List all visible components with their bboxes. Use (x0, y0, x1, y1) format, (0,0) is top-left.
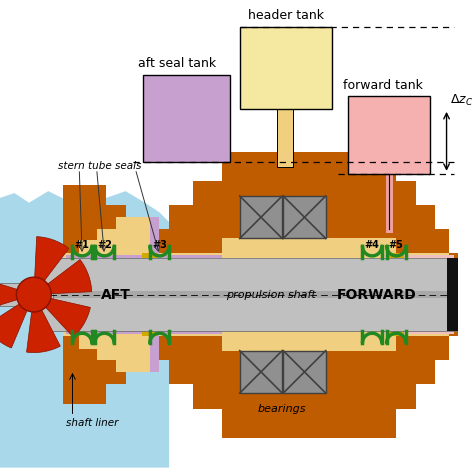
Bar (143, 75, 230, 162)
Text: forward tank: forward tank (343, 79, 423, 91)
Bar (39, 258, 458, 331)
Bar (240, 27, 331, 109)
Polygon shape (150, 152, 449, 258)
Bar (39, 291, 458, 299)
Polygon shape (382, 331, 454, 334)
Polygon shape (0, 188, 169, 467)
Bar (240, 351, 282, 393)
Polygon shape (63, 185, 150, 258)
Text: #3: #3 (152, 240, 167, 250)
Text: bearings: bearings (258, 404, 307, 414)
Bar (277, 109, 293, 167)
Text: FORWARD: FORWARD (337, 288, 417, 301)
Polygon shape (48, 259, 92, 294)
Polygon shape (0, 277, 17, 312)
Bar (389, 253, 404, 258)
Polygon shape (66, 217, 222, 258)
Bar (283, 351, 326, 393)
Bar (0, 283, 53, 306)
Polygon shape (449, 253, 458, 258)
Polygon shape (63, 331, 449, 372)
Bar (389, 331, 404, 336)
Bar (142, 331, 157, 336)
Bar (348, 96, 430, 174)
Text: AFT: AFT (101, 288, 131, 301)
Bar (240, 196, 282, 238)
Text: header tank: header tank (247, 9, 324, 22)
Text: #2: #2 (97, 240, 112, 250)
Text: #4: #4 (365, 240, 380, 250)
Polygon shape (449, 331, 458, 336)
Circle shape (17, 277, 51, 312)
Bar (447, 258, 458, 331)
Polygon shape (150, 331, 449, 438)
Text: #5: #5 (389, 240, 404, 250)
Text: $\Delta z_C$: $\Delta z_C$ (450, 93, 474, 108)
Polygon shape (66, 331, 222, 372)
Polygon shape (35, 237, 69, 281)
Polygon shape (382, 255, 454, 258)
Polygon shape (46, 299, 91, 337)
Bar (142, 253, 157, 258)
Text: #1: #1 (75, 240, 90, 250)
Text: stern tube seals: stern tube seals (58, 161, 141, 171)
Polygon shape (63, 217, 449, 258)
Polygon shape (27, 310, 60, 353)
Polygon shape (63, 331, 150, 404)
Text: shaft liner: shaft liner (66, 418, 118, 428)
Text: aft seal tank: aft seal tank (138, 57, 216, 70)
Text: propulsion shaft: propulsion shaft (226, 290, 316, 300)
Bar (283, 196, 326, 238)
Polygon shape (0, 304, 27, 348)
